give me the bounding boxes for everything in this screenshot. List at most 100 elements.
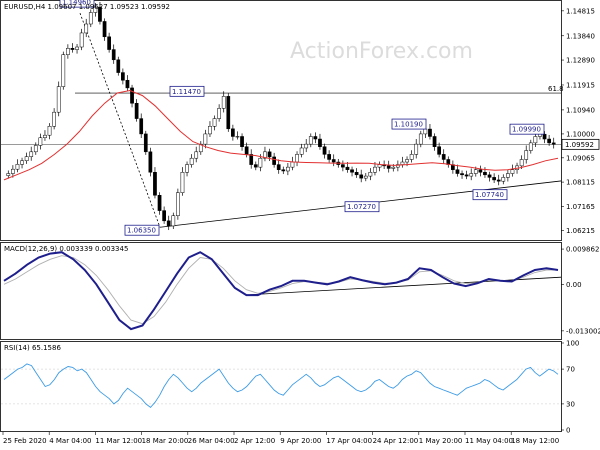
level-label-box — [124, 224, 160, 236]
x-tick-label: 25 Feb 2020 — [3, 437, 47, 445]
macd-panel-title: MACD(12,26,9) 0.003339 0.003345 — [4, 245, 128, 253]
level-label-box — [344, 201, 380, 213]
candle-body — [134, 102, 139, 119]
rsi-layer: 100 70 30 0 — [1, 340, 579, 435]
current-price-box — [561, 138, 600, 150]
candle-body — [240, 136, 244, 147]
candle-body — [396, 164, 400, 168]
candle-body — [84, 23, 89, 34]
candle-body — [258, 157, 263, 168]
candle-body — [180, 172, 185, 193]
candle-body — [391, 166, 396, 169]
candle-body — [331, 159, 336, 163]
x-tick-label: 1 May 20:00 — [419, 437, 463, 445]
x-tick-label: 11 Mar 12:00 — [95, 437, 142, 445]
candle-body — [322, 146, 327, 155]
candle-body — [341, 164, 345, 168]
candle-body — [551, 142, 556, 145]
price-y-tick-label: 1.06215 — [566, 227, 595, 235]
candle-body — [409, 154, 414, 160]
candle-body — [208, 126, 212, 135]
candle-body — [304, 143, 309, 149]
candle-body — [75, 46, 79, 50]
candle-body — [318, 138, 322, 147]
candle-body — [455, 169, 460, 174]
candle-body — [11, 168, 15, 174]
rsi-y-tick-label: 70 — [566, 366, 575, 374]
rsi-panel-frame — [0, 341, 562, 432]
candle-body — [189, 157, 194, 165]
candle-body — [130, 87, 134, 104]
candle-body — [501, 177, 506, 182]
candle-body — [15, 164, 20, 170]
candle-body — [143, 133, 148, 153]
rsi-panel-title: RSI(14) 65.1586 — [4, 344, 61, 352]
candle-body — [473, 169, 478, 174]
candle-body — [20, 160, 24, 165]
rsi-line — [3, 363, 559, 409]
candle-body — [70, 48, 75, 50]
candle-body — [38, 137, 43, 146]
candle-body — [217, 108, 221, 119]
level-label-box — [169, 85, 205, 97]
level-label-box — [472, 189, 508, 201]
level-label-box — [391, 118, 427, 130]
candle-body — [460, 173, 464, 176]
candle-body — [423, 128, 428, 135]
x-tick-label: 17 Apr 04:00 — [326, 437, 372, 445]
price-y-tick-label: 1.14815 — [566, 7, 595, 15]
candle-body — [510, 169, 515, 174]
x-tick-label: 18 May 12:00 — [511, 437, 559, 445]
x-tick-label: 18 Mar 20:00 — [142, 437, 189, 445]
candle-body — [43, 134, 47, 139]
decline-dashed-line — [79, 12, 161, 228]
candle-body — [185, 164, 189, 173]
candle-body — [350, 169, 354, 173]
candle-body — [153, 172, 157, 196]
candle-body — [194, 151, 199, 159]
macd-signal-line — [3, 255, 558, 325]
candle-body — [308, 136, 313, 145]
candle-body — [66, 48, 70, 55]
current-price-label: 1.09592 — [565, 141, 594, 149]
candle-body — [547, 138, 551, 144]
price-y-tick-label: 1.10940 — [566, 106, 595, 114]
price-panel-frame — [0, 0, 562, 241]
candle-body — [524, 150, 529, 160]
candle-body — [295, 154, 299, 163]
candle-body — [212, 118, 217, 127]
candle-body — [221, 96, 226, 109]
candle-body — [363, 175, 368, 179]
level-label-box — [59, 0, 95, 8]
candle-body — [405, 159, 409, 163]
candle-body — [359, 174, 364, 179]
rsi-y-tick-label: 100 — [566, 340, 579, 348]
level-label: 1.07270 — [347, 203, 376, 211]
candle-body — [111, 49, 116, 61]
candle-body — [121, 72, 125, 81]
candle-body — [231, 128, 235, 137]
candle-body — [56, 86, 61, 113]
candle-body — [281, 169, 286, 172]
candle-body — [203, 133, 208, 145]
candle-body — [166, 220, 171, 227]
candle-body — [88, 12, 93, 25]
candle-body — [299, 147, 304, 155]
x-tick-label: 11 May 04:00 — [465, 437, 513, 445]
candle-body — [52, 111, 56, 127]
candle-body — [139, 118, 144, 135]
macd-panel-frame — [0, 242, 562, 340]
candle-body — [176, 192, 180, 216]
candle-body — [496, 179, 501, 182]
candle-body — [148, 151, 153, 173]
candle-body — [437, 146, 441, 155]
macd-y-tick-label: -0.013002 — [566, 327, 600, 335]
axis-layer: 25 Feb 2020 4 Mar 04:00 11 Mar 12:00 18 Mar… — [2, 432, 559, 445]
level-label: 1.14960 — [62, 0, 91, 7]
candle-body — [290, 161, 295, 168]
candle-body — [29, 151, 34, 157]
candle-body — [47, 126, 52, 136]
candle-body — [386, 165, 391, 169]
candle-body — [400, 161, 405, 165]
